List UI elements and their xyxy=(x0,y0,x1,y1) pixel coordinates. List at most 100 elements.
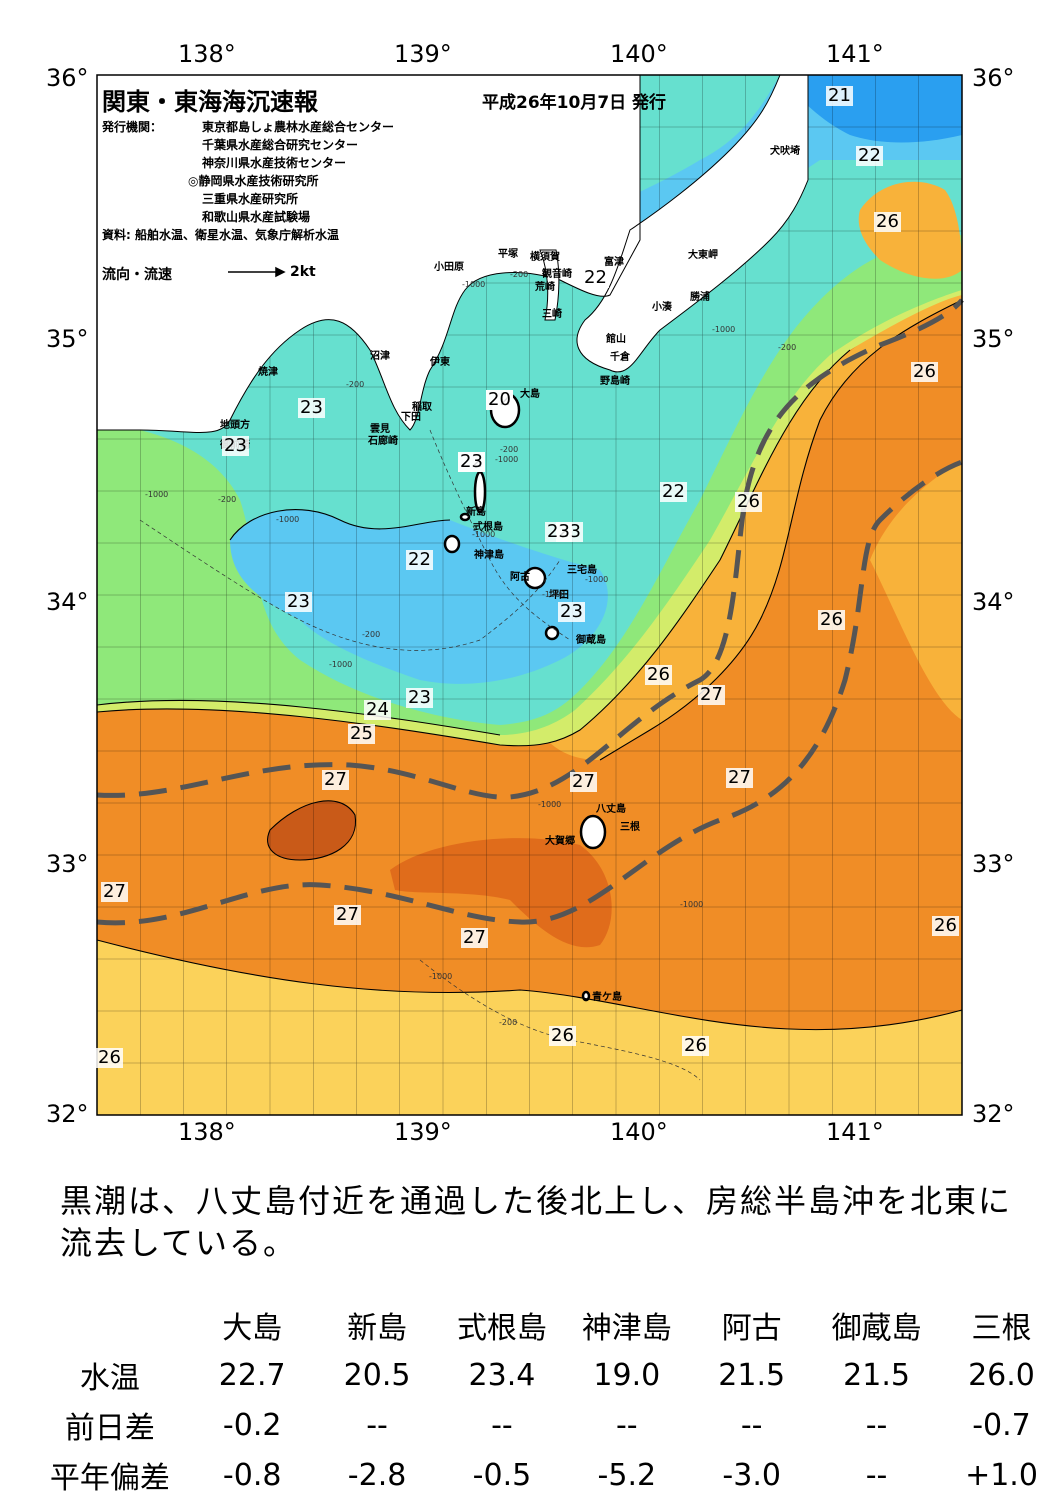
depth-label: -200 xyxy=(499,1018,518,1027)
place-label: 御蔵島 xyxy=(576,635,606,646)
issuer-label: 発行機関： xyxy=(102,120,163,134)
kuroshio-axis xyxy=(96,298,964,926)
hachijojima-island xyxy=(579,814,607,850)
lon-label-139-bottom: 139° xyxy=(394,1118,452,1146)
shikinejima-island xyxy=(459,512,471,522)
depth-label: -1000 xyxy=(472,530,496,539)
mikurajima-island xyxy=(544,625,560,641)
kuroshio-axis-main xyxy=(96,298,964,800)
place-label: 観音崎 xyxy=(542,269,572,280)
lon-label-138: 138° xyxy=(178,40,236,68)
sea-22-area xyxy=(230,509,608,684)
table-cell: -0.8 xyxy=(222,1457,282,1493)
depth-label: -200 xyxy=(510,270,529,279)
depth-label: -1000 xyxy=(712,325,736,334)
depth-label: -1000 xyxy=(145,490,169,499)
issuer-3: 神奈川県水産技術センター xyxy=(202,156,347,170)
table-row: 前日差 -0.2 -- -- -- -- -- -0.7 xyxy=(30,1400,1064,1450)
place-label: 青ケ島 xyxy=(592,992,622,1003)
table-cell: -- xyxy=(740,1407,763,1443)
isotherm-label: 27 xyxy=(101,881,128,902)
station-header: 阿古 xyxy=(721,1311,782,1346)
place-label: 三崎 xyxy=(542,309,562,320)
isotherm-label: 27 xyxy=(334,904,361,925)
depth-label: -200 xyxy=(362,630,381,639)
sea-26-boso-area xyxy=(858,181,962,279)
depth-label: -1000 xyxy=(495,455,519,464)
isotherm-25-line xyxy=(96,349,851,747)
isotherm-label: 27 xyxy=(698,684,725,705)
place-label: 荒崎 xyxy=(535,282,555,293)
isotherm-label: 23 xyxy=(406,687,433,708)
table-cell: -0.7 xyxy=(972,1407,1031,1443)
place-label: 勝浦 xyxy=(690,292,710,303)
map-frame xyxy=(96,74,963,1116)
row-label: 水温 xyxy=(79,1361,140,1396)
place-label: 小湊 xyxy=(652,302,672,313)
place-label: 千倉 xyxy=(610,352,630,363)
station-header: 大島 xyxy=(222,1311,283,1346)
isotherm-label: 24 xyxy=(364,699,391,720)
issuer-2: 千葉県水産総合研究センター xyxy=(202,138,359,152)
lat-label-34: 34° xyxy=(46,588,89,616)
depth-label: -1000 xyxy=(680,900,704,909)
sea-26-east-offshore xyxy=(870,460,962,720)
lon-label-139: 139° xyxy=(394,40,452,68)
isotherm-label: 23 xyxy=(558,601,585,622)
place-label: 新島 xyxy=(466,507,486,518)
place-label: 下田 xyxy=(401,412,421,423)
depth-label: -200 xyxy=(778,343,797,352)
table-cell: 21.5 xyxy=(718,1357,786,1393)
issuer-6: 和歌山県水産試験場 xyxy=(202,210,311,224)
table-cell: -- xyxy=(865,1407,888,1443)
lat-label-36: 36° xyxy=(46,64,89,92)
place-label: 伊東 xyxy=(430,357,450,368)
isotherm-label: 26 xyxy=(549,1025,576,1046)
table-cell: 26.0 xyxy=(968,1357,1035,1393)
lon-label-140: 140° xyxy=(610,40,668,68)
isotherm-label: 27 xyxy=(570,771,597,792)
table-cell: -- xyxy=(865,1457,888,1493)
table-cell: -0.2 xyxy=(222,1407,282,1443)
current-legend-label: 流向・流速 xyxy=(102,267,172,283)
table-cell: -- xyxy=(491,1407,513,1443)
table-cell: -3.0 xyxy=(722,1457,781,1493)
place-label: 犬吠埼 xyxy=(770,146,800,157)
isotherm-label: 22 xyxy=(856,145,883,166)
issuer-1: 東京都島しょ農林水産総合センター xyxy=(202,120,395,134)
isotherm-lines xyxy=(96,299,963,1031)
issuer-5: 三重県水産研究所 xyxy=(202,192,299,206)
table-cell: -- xyxy=(615,1407,638,1443)
depth-label: -1000 xyxy=(585,575,609,584)
lat-label-32: 32° xyxy=(46,1100,89,1128)
table-cell: 20.5 xyxy=(343,1357,411,1393)
kozushima-island xyxy=(443,534,461,554)
place-label: 小田原 xyxy=(434,262,464,273)
depth-label: -1000 xyxy=(542,590,566,599)
stats-header-row: 大島 新島 式根島 神津島 阿古 御蔵島 三根 xyxy=(30,1300,1064,1350)
isotherm-label: 23 xyxy=(222,435,249,456)
isotherm-label: 23 xyxy=(458,451,485,472)
map-title: 関東・東海海沉速報 xyxy=(102,88,318,116)
table-cell: 21.5 xyxy=(843,1357,910,1393)
isotherm-26-line xyxy=(599,299,963,761)
lat-label-32-right: 32° xyxy=(972,1100,1015,1128)
station-header: 御蔵島 xyxy=(831,1311,922,1346)
miura-peninsula xyxy=(539,249,560,321)
depth-label: -1000 xyxy=(276,515,300,524)
isotherm-label: 25 xyxy=(348,723,375,744)
place-label: 大東岬 xyxy=(688,250,718,261)
place-label: 稲取 xyxy=(412,402,432,413)
depth-label: -1000 xyxy=(538,800,562,809)
lat-label-35: 35° xyxy=(46,325,89,353)
place-label: 地頭方 xyxy=(220,420,250,431)
place-label: 野島崎 xyxy=(600,376,630,387)
isotherm-label: 26 xyxy=(932,915,959,936)
table-cell: -- xyxy=(366,1407,388,1443)
place-label: 三宅島 xyxy=(567,565,597,576)
isotherm-label: 26 xyxy=(818,609,845,630)
isotherm-23-line xyxy=(229,509,451,541)
lat-label-33-right: 33° xyxy=(972,850,1015,878)
isotherm-28-line xyxy=(267,800,357,861)
place-label: 沼津 xyxy=(370,351,390,362)
